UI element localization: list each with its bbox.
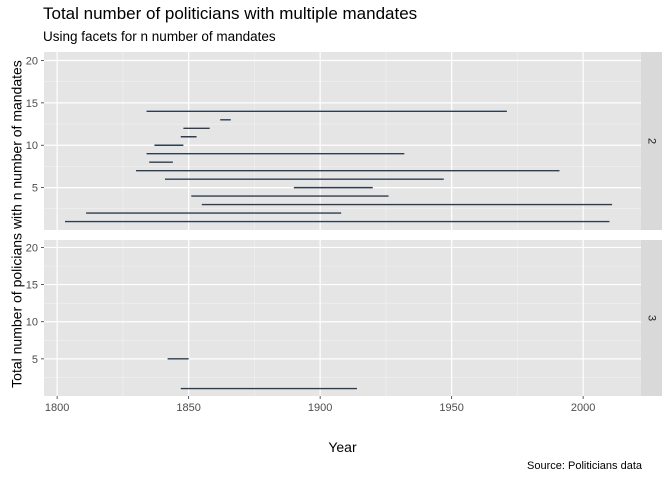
chart-subtitle: Using facets for n number of mandates (43, 29, 276, 44)
panel-background-2 (44, 52, 641, 230)
facet-strip-label: 3 (646, 315, 658, 321)
y-tick-label: 20 (26, 55, 38, 67)
panel-background-3 (44, 240, 641, 396)
y-tick-label: 10 (26, 140, 38, 152)
x-tick-label: 1950 (439, 402, 463, 414)
y-axis-title: Total number of policians with n number … (9, 60, 25, 388)
y-tick-label: 10 (26, 317, 38, 329)
facet-strip-2 (641, 52, 662, 230)
y-tick-label: 15 (26, 280, 38, 292)
chart-caption: Source: Politicians data (527, 460, 642, 472)
y-tick-label: 20 (26, 242, 38, 254)
x-tick-label: 1850 (176, 402, 200, 414)
facet-strip-3 (641, 240, 662, 396)
x-axis-title: Year (328, 439, 357, 455)
facet-strip-label: 2 (646, 138, 658, 144)
x-tick-label: 1800 (45, 402, 69, 414)
y-tick-label: 5 (32, 354, 38, 366)
x-tick-label: 1900 (308, 402, 332, 414)
y-tick-label: 5 (32, 183, 38, 195)
chart-title: Total number of politicians with multipl… (43, 4, 418, 23)
x-tick-label: 2000 (571, 402, 595, 414)
y-tick-label: 15 (26, 98, 38, 110)
